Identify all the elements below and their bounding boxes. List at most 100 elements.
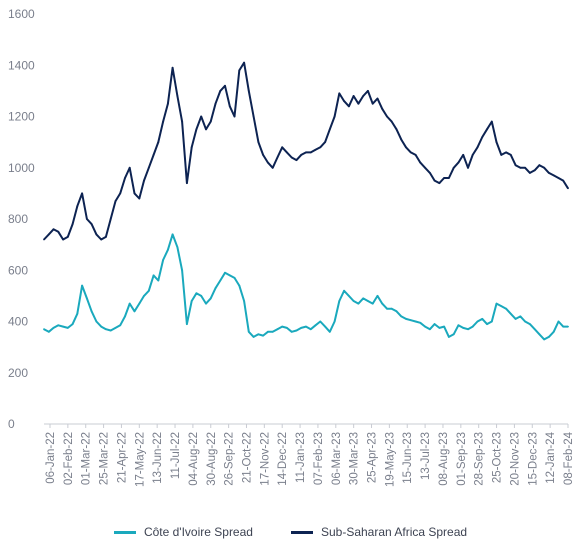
data-point-cote-divoire bbox=[529, 323, 531, 325]
data-point-cote-divoire bbox=[438, 327, 441, 329]
data-point-ssa bbox=[114, 200, 117, 203]
data-point-cote-divoire bbox=[228, 274, 231, 277]
data-point-cote-divoire bbox=[452, 333, 455, 336]
data-point-ssa bbox=[238, 69, 241, 72]
x-tick-label: 08-Aug-23 bbox=[438, 432, 450, 486]
data-point-ssa bbox=[71, 223, 74, 226]
data-point-ssa bbox=[147, 166, 150, 169]
data-point-ssa bbox=[76, 205, 79, 208]
data-point-ssa bbox=[86, 218, 88, 220]
data-point-ssa bbox=[457, 161, 460, 164]
data-point-ssa bbox=[486, 128, 488, 131]
data-point-cote-divoire bbox=[100, 325, 103, 328]
line-chart: 0 200 400 600 800 1000 1200 1400 1600 06-Jan-22 02… bbox=[8, 7, 575, 487]
data-point-ssa bbox=[128, 166, 131, 169]
data-point-cote-divoire bbox=[338, 300, 341, 302]
data-point-ssa bbox=[371, 102, 374, 105]
data-point-ssa bbox=[386, 115, 388, 118]
series-line-cote-divoire bbox=[43, 233, 568, 341]
data-point-cote-divoire bbox=[71, 323, 74, 325]
data-point-cote-divoire bbox=[533, 328, 536, 331]
data-point-cote-divoire bbox=[543, 338, 546, 341]
data-point-cote-divoire bbox=[247, 330, 250, 333]
data-point-cote-divoire bbox=[305, 325, 307, 328]
data-point-ssa bbox=[367, 90, 369, 92]
x-tick-label: 20-Nov-23 bbox=[509, 432, 521, 486]
data-point-cote-divoire bbox=[486, 323, 488, 325]
x-tick-label: 11-Jul-22 bbox=[170, 432, 182, 479]
data-point-cote-divoire bbox=[314, 324, 317, 327]
legend-label-ssa: Sub-Saharan Africa Spread bbox=[320, 525, 468, 539]
data-point-ssa bbox=[548, 172, 550, 174]
data-point-cote-divoire bbox=[309, 328, 312, 331]
data-point-cote-divoire bbox=[295, 329, 298, 332]
data-point-ssa bbox=[390, 120, 393, 123]
data-point-ssa bbox=[152, 154, 155, 156]
data-point-cote-divoire bbox=[409, 319, 412, 322]
x-tick-label: 02-Feb-22 bbox=[63, 432, 75, 485]
data-point-ssa bbox=[443, 177, 445, 179]
data-point-ssa bbox=[138, 197, 141, 200]
data-point-ssa bbox=[176, 95, 179, 97]
data-point-ssa bbox=[481, 136, 484, 138]
data-point-ssa bbox=[538, 164, 541, 167]
data-point-ssa bbox=[348, 105, 350, 108]
data-point-cote-divoire bbox=[300, 327, 303, 329]
data-point-cote-divoire bbox=[176, 246, 179, 249]
data-point-ssa bbox=[252, 115, 255, 118]
data-point-cote-divoire bbox=[90, 310, 93, 313]
x-tick-label: 17-Nov-22 bbox=[259, 432, 271, 486]
data-point-cote-divoire bbox=[286, 327, 288, 329]
data-point-ssa bbox=[471, 154, 474, 156]
x-tick-label: 13-Jun-22 bbox=[152, 432, 164, 484]
data-point-cote-divoire bbox=[443, 325, 445, 328]
data-point-ssa bbox=[319, 146, 322, 149]
data-point-cote-divoire bbox=[500, 305, 503, 307]
data-point-ssa bbox=[295, 159, 298, 162]
data-point-ssa bbox=[543, 166, 546, 169]
x-tick-label: 01-Mar-22 bbox=[81, 432, 93, 485]
data-point-cote-divoire bbox=[467, 328, 469, 331]
data-point-ssa bbox=[314, 148, 317, 151]
data-point-ssa bbox=[167, 102, 169, 105]
data-point-cote-divoire bbox=[43, 328, 45, 331]
data-point-cote-divoire bbox=[76, 312, 79, 315]
data-point-cote-divoire bbox=[262, 334, 264, 337]
x-tick-label: 15-Jun-23 bbox=[402, 432, 414, 484]
y-tick-label: 1000 bbox=[8, 161, 35, 175]
data-point-ssa bbox=[100, 238, 103, 241]
data-point-ssa bbox=[95, 233, 98, 236]
data-point-cote-divoire bbox=[557, 320, 560, 323]
data-point-ssa bbox=[533, 169, 536, 172]
data-point-ssa bbox=[424, 166, 426, 169]
data-point-ssa bbox=[509, 154, 512, 156]
data-point-cote-divoire bbox=[462, 327, 465, 329]
data-point-ssa bbox=[328, 128, 331, 131]
data-point-ssa bbox=[62, 238, 64, 241]
data-point-cote-divoire bbox=[128, 302, 131, 305]
data-point-ssa bbox=[52, 228, 55, 231]
data-point-cote-divoire bbox=[62, 325, 64, 328]
data-point-ssa bbox=[495, 141, 498, 144]
data-point-cote-divoire bbox=[252, 336, 255, 338]
data-point-ssa bbox=[271, 166, 274, 169]
data-point-ssa bbox=[124, 177, 126, 179]
data-point-ssa bbox=[452, 166, 455, 169]
x-tick-label: 12-Jan-24 bbox=[545, 431, 557, 483]
data-point-cote-divoire bbox=[538, 333, 541, 336]
data-point-cote-divoire bbox=[524, 320, 526, 323]
data-point-cote-divoire bbox=[371, 302, 374, 305]
data-point-cote-divoire bbox=[495, 302, 498, 305]
data-point-ssa bbox=[300, 154, 303, 156]
data-point-ssa bbox=[500, 154, 503, 156]
data-point-cote-divoire bbox=[114, 327, 117, 329]
data-point-cote-divoire bbox=[348, 295, 350, 297]
x-tick-label: 21-Apr-22 bbox=[116, 432, 128, 483]
data-point-cote-divoire bbox=[290, 330, 293, 333]
data-point-cote-divoire bbox=[195, 292, 198, 295]
data-point-ssa bbox=[505, 151, 507, 154]
x-tick-label: 25-Apr-23 bbox=[367, 432, 379, 483]
data-point-ssa bbox=[433, 179, 436, 182]
data-point-cote-divoire bbox=[214, 287, 217, 290]
data-point-ssa bbox=[462, 154, 465, 156]
